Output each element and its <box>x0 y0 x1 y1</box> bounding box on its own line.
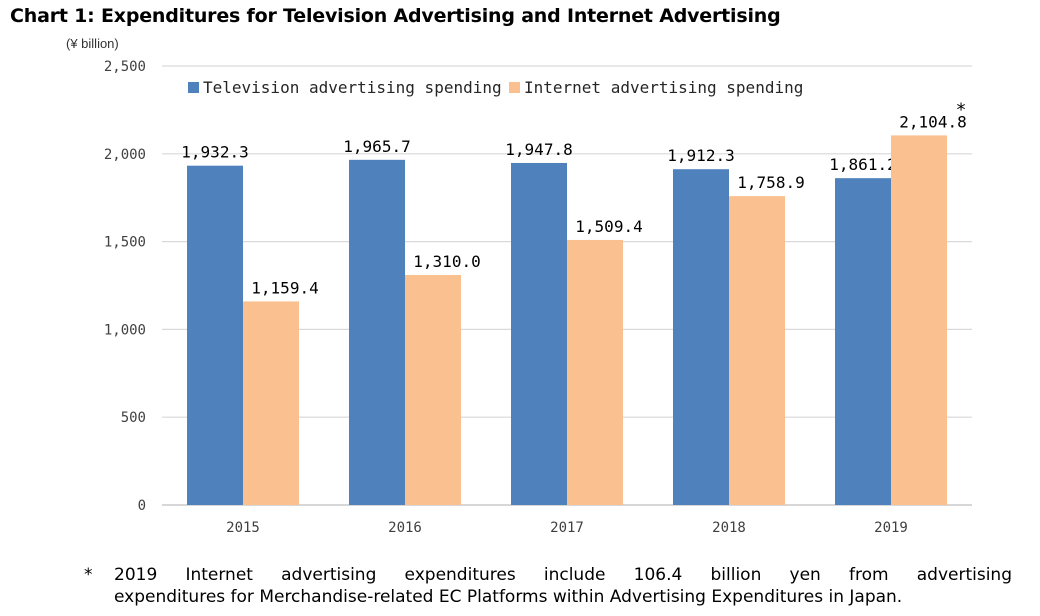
internet-bar <box>567 239 623 506</box>
annotation-asterisk: * <box>956 99 967 120</box>
internet-data-label: 1,509.4 <box>575 217 642 236</box>
y-tick-label: 500 <box>121 410 146 426</box>
y-tick-label: 1,500 <box>104 235 146 251</box>
footnote-line-2: expenditures for Merchandise-related EC … <box>114 587 903 607</box>
y-tick-label: 2,500 <box>104 59 146 75</box>
tv-bar <box>673 169 729 505</box>
footnote-line-1: 2019 Internet advertising expenditures i… <box>114 565 1012 585</box>
tv-bar <box>511 162 567 506</box>
internet-bar <box>891 135 947 505</box>
legend-swatch-internet <box>509 82 520 93</box>
x-tick-label: 2015 <box>226 520 260 536</box>
internet-data-label: 1,159.4 <box>251 278 318 297</box>
legend-label-tv: Television advertising spending <box>203 78 502 97</box>
tv-data-label: 1,912.3 <box>667 146 734 165</box>
legend-label-internet: Internet advertising spending <box>524 78 803 97</box>
tv-bar <box>187 165 243 506</box>
internet-data-label: 1,758.9 <box>737 173 804 192</box>
y-tick-label: 1,000 <box>104 322 146 338</box>
x-tick-label: 2018 <box>712 520 746 536</box>
tv-data-label: 1,932.3 <box>181 143 248 162</box>
tv-data-label: 1,947.8 <box>505 140 572 159</box>
tv-data-label: 1,965.7 <box>343 137 410 156</box>
internet-data-label: 2,104.8 <box>899 112 966 131</box>
internet-bar <box>405 274 461 505</box>
x-tick-label: 2019 <box>874 520 908 536</box>
x-tick-label: 2016 <box>388 520 422 536</box>
x-tick-label: 2017 <box>550 520 584 536</box>
internet-data-label: 1,310.0 <box>413 252 480 271</box>
y-tick-label: 2,000 <box>104 147 146 163</box>
tv-bar <box>835 178 891 505</box>
internet-bar <box>729 196 785 506</box>
y-tick-label: 0 <box>138 498 146 514</box>
legend-swatch-tv <box>188 82 199 93</box>
tv-bar <box>349 159 405 506</box>
chart-title: Chart 1: Expenditures for Television Adv… <box>10 5 781 27</box>
y-axis-unit-label: (¥ billion) <box>66 36 119 51</box>
footnote: * 2019 Internet advertising expenditures… <box>84 564 1012 608</box>
internet-bar <box>243 301 299 505</box>
footnote-marker: * <box>84 565 93 585</box>
tv-data-label: 1,861.2 <box>829 155 896 174</box>
